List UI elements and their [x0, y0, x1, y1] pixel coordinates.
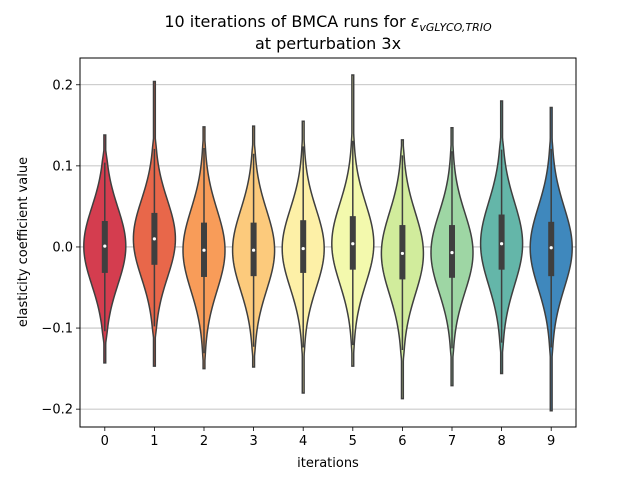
y-tick-label: 0.0: [52, 240, 73, 255]
y-tick-label: −0.2: [41, 403, 73, 418]
median-point: [549, 246, 553, 250]
x-axis-label: iterations: [297, 456, 359, 471]
iqr-box: [498, 214, 505, 270]
y-tick-label: 0.2: [52, 78, 73, 93]
x-tick-label: 2: [200, 434, 208, 449]
median-point: [202, 248, 206, 252]
violin-group: [83, 74, 573, 412]
y-axis: −0.2 −0.1 0.0 0.1 0.2: [41, 78, 80, 418]
median-point: [351, 242, 355, 246]
x-tick-label: 5: [349, 434, 357, 449]
y-tick-label: −0.1: [41, 322, 73, 337]
x-tick-label: 3: [249, 434, 257, 449]
median-point: [252, 248, 256, 252]
chart-title: 10 iterations of BMCA runs for εvGLYCO,T…: [164, 12, 492, 34]
median-point: [152, 237, 156, 241]
x-axis: 0 1 2 3 4 5 6 7 8 9: [101, 427, 555, 449]
iqr-box: [300, 220, 307, 273]
median-point: [450, 251, 454, 255]
x-tick-label: 8: [497, 434, 505, 449]
median-point: [500, 242, 504, 246]
x-tick-label: 4: [299, 434, 307, 449]
y-axis-label: elasticity coefficient value: [16, 157, 31, 327]
median-point: [400, 251, 404, 256]
chart-subtitle: at perturbation 3x: [255, 34, 401, 53]
x-tick-label: 9: [547, 434, 555, 449]
plot-frame: [79, 57, 577, 428]
median-point: [301, 246, 305, 251]
y-tick-label: 0.1: [52, 159, 73, 174]
x-tick-label: 0: [101, 434, 109, 449]
median-point: [103, 244, 107, 248]
x-tick-label: 7: [448, 434, 456, 449]
x-tick-label: 1: [150, 434, 158, 449]
x-tick-label: 6: [398, 434, 406, 449]
